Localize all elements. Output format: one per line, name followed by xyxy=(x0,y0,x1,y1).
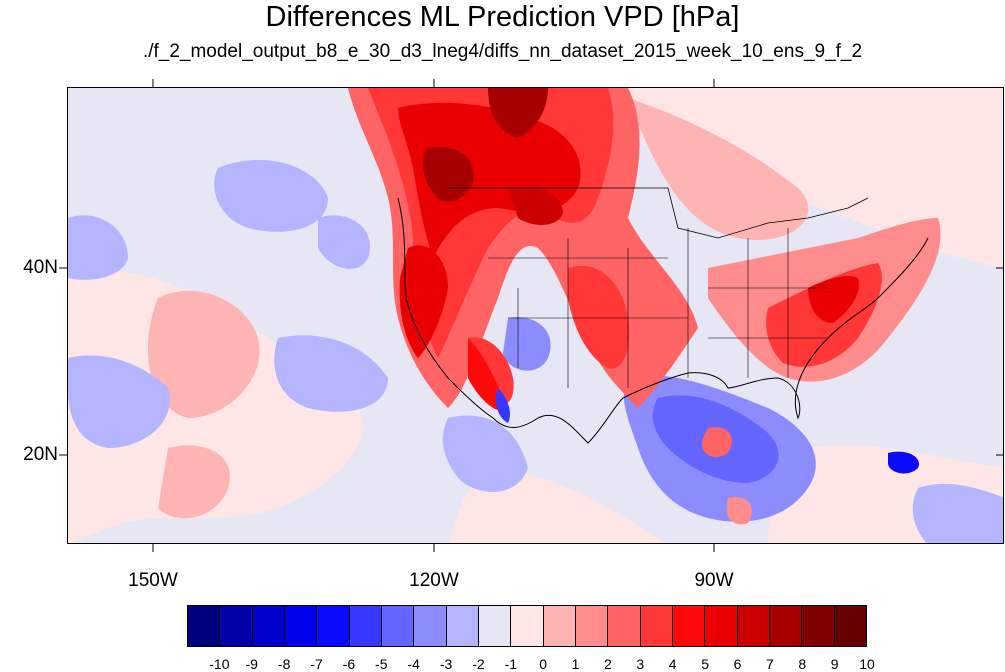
colorbar-label: 9 xyxy=(830,656,839,672)
colorbar-label: -8 xyxy=(277,656,291,672)
colorbar-box xyxy=(414,606,447,646)
map-title: Differences ML Prediction VPD [hPa] xyxy=(265,1,740,33)
colorbar-box xyxy=(737,606,770,646)
colorbar-box xyxy=(543,606,576,646)
lon-label-120w: 120W xyxy=(409,570,459,591)
colorbar-label: -9 xyxy=(245,656,258,672)
colorbar-label: 0 xyxy=(539,656,548,672)
vpd-difference-map xyxy=(67,87,1004,544)
colorbar-label: 7 xyxy=(765,656,774,672)
colorbar-label: -2 xyxy=(472,656,485,672)
lon-label-150w: 150W xyxy=(128,570,178,591)
colorbar-label: -10 xyxy=(209,656,230,672)
colorbar-label: 3 xyxy=(636,656,645,672)
colorbar-box xyxy=(575,606,609,646)
colorbar-box xyxy=(284,606,318,646)
colorbar-label: -4 xyxy=(407,656,420,672)
colorbar-label: 8 xyxy=(798,656,807,672)
colorbar-box xyxy=(349,606,382,646)
lat-label-40n: 40N xyxy=(23,257,58,278)
colorbar-box xyxy=(446,606,479,646)
map-subtitle: ./f_2_model_output_b8_e_30_d3_lneg4/diff… xyxy=(142,41,863,62)
colorbar-box xyxy=(220,606,253,646)
colorbar-label: -1 xyxy=(504,656,518,672)
colorbar-box xyxy=(672,606,706,646)
colorbar-box xyxy=(608,606,641,646)
colorbar-label: 4 xyxy=(668,656,677,672)
colorbar-box xyxy=(511,606,544,646)
colorbar-label: -3 xyxy=(439,656,453,672)
colorbar xyxy=(187,605,867,647)
colorbar-label: 10 xyxy=(859,656,875,672)
colorbar-box xyxy=(769,606,803,646)
colorbar-box xyxy=(478,606,512,646)
colorbar-box xyxy=(640,606,673,646)
colorbar-box xyxy=(252,606,285,646)
colorbar-label: 1 xyxy=(571,656,580,672)
difference-field xyxy=(68,88,1003,543)
colorbar-box xyxy=(188,606,221,646)
colorbar-label: -6 xyxy=(342,656,356,672)
colorbar-box xyxy=(834,606,866,646)
colorbar-label: -7 xyxy=(310,656,323,672)
colorbar-box xyxy=(705,606,738,646)
colorbar-box xyxy=(802,606,835,646)
colorbar-box xyxy=(381,606,415,646)
colorbar-label: 5 xyxy=(701,656,709,672)
colorbar-label: 6 xyxy=(733,656,742,672)
colorbar-label: 2 xyxy=(604,656,612,672)
colorbar-box xyxy=(317,606,350,646)
lon-label-90w: 90W xyxy=(694,570,734,591)
lat-label-20n: 20N xyxy=(23,444,58,465)
colorbar-label: -5 xyxy=(375,656,388,672)
